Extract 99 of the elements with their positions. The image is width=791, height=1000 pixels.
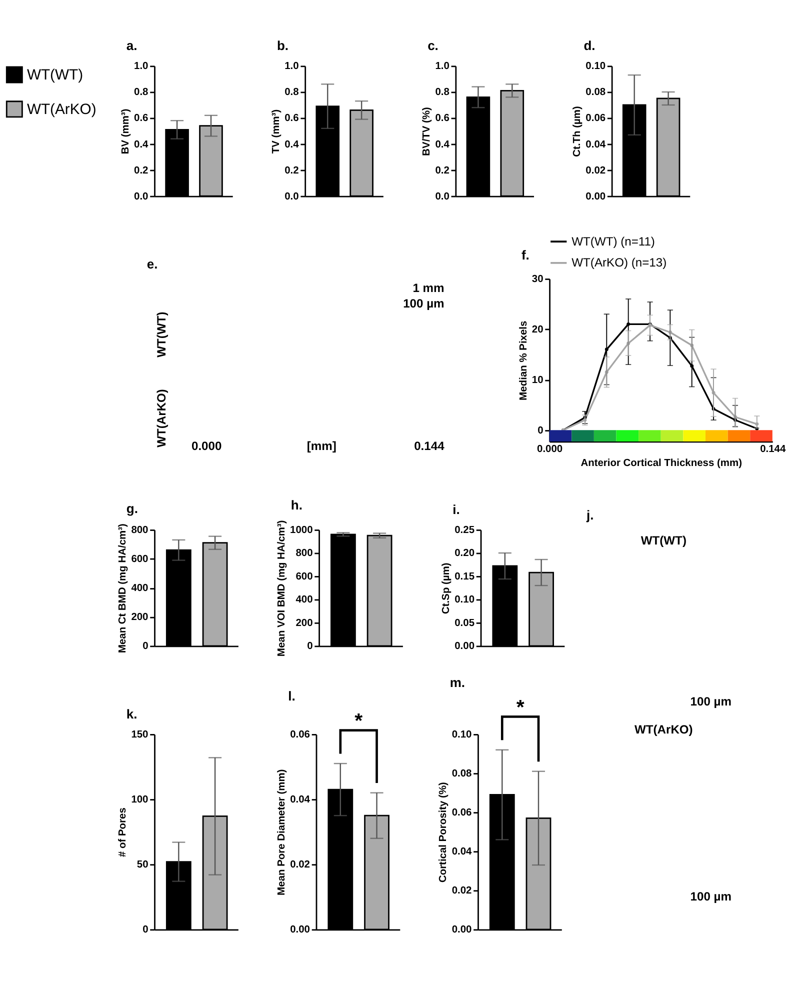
- y-tick-label: 400: [131, 583, 149, 594]
- y-tick-label: 1.0: [284, 61, 300, 72]
- y-tick-label: 600: [131, 554, 149, 566]
- y-tick-label: 0: [142, 924, 149, 936]
- y-tick-label: 200: [131, 612, 149, 624]
- y-tick-label: 0.02: [452, 886, 472, 897]
- y-tick-label: 0.15: [454, 571, 475, 582]
- y-axis-title: Mean VOI BMD (mg HA/cm³): [276, 520, 288, 656]
- y-tick-label: 200: [296, 618, 314, 629]
- y-tick-label: 0.8: [134, 87, 149, 98]
- chart-title: g.: [126, 500, 138, 516]
- y-tick-label: 0.08: [452, 768, 472, 780]
- text: WT(ArKO): [154, 389, 168, 448]
- text: WT(WT): [154, 312, 168, 358]
- y-tick-label: 0.04: [290, 794, 310, 806]
- y-tick-label: 0.02: [586, 165, 606, 176]
- y-tick-label: 0: [307, 641, 314, 652]
- chart-title: f.: [521, 247, 530, 262]
- y-tick-label: 0.6: [134, 113, 149, 124]
- y-tick-label: 0.8: [284, 87, 300, 98]
- legend-label: WT(WT) (n=11): [572, 234, 655, 248]
- y-axis-title: TV (mm³): [271, 109, 282, 154]
- y-tick-label: 0.0: [134, 191, 149, 202]
- y-tick-label: 0.04: [452, 846, 472, 858]
- y-tick-label: 30: [532, 274, 544, 286]
- chart-title: i.: [452, 502, 460, 517]
- chart-title: l.: [288, 688, 296, 704]
- y-tick-label: 1.0: [134, 61, 149, 72]
- y-tick-label: 0.20: [454, 548, 475, 560]
- y-tick-label: 0.4: [134, 139, 149, 150]
- text: [mm]: [306, 438, 336, 453]
- y-tick-label: 800: [131, 525, 149, 536]
- x-axis-title: Anterior Cortical Thickness (mm): [580, 458, 742, 470]
- y-tick-label: 0.06: [452, 808, 472, 819]
- legend-label: WT(ArKO): [26, 102, 96, 118]
- y-tick-label: 0.4: [284, 139, 300, 150]
- y-axis-title: Mean Pore Diameter (mm): [276, 769, 288, 896]
- text: j.: [586, 508, 594, 523]
- y-tick-label: 0.00: [452, 924, 472, 936]
- y-axis-title: Median % Pixels: [518, 320, 530, 400]
- y-tick-label: 50: [136, 860, 149, 871]
- y-tick-label: 0: [538, 425, 544, 436]
- chart-title: a.: [126, 38, 138, 54]
- legend-label: WT(ArKO) (n=13): [572, 256, 667, 270]
- y-tick-label: 0.00: [290, 924, 310, 936]
- y-axis-title: Ct.Sp (µm): [441, 562, 452, 614]
- y-tick-label: 0.05: [454, 618, 475, 629]
- text: 100 µm: [690, 890, 732, 904]
- y-tick-label: 400: [296, 594, 314, 606]
- y-tick-label: 0.10: [586, 61, 606, 72]
- text: 100 µm: [403, 296, 444, 311]
- text: WT(WT): [640, 534, 686, 548]
- y-tick-label: 600: [296, 571, 314, 582]
- y-tick-label: 0.6: [435, 113, 450, 124]
- text: WT(ArKO): [634, 722, 693, 736]
- y-tick-label: 800: [296, 548, 314, 560]
- y-tick-label: 100: [131, 794, 149, 806]
- text: e.: [146, 256, 158, 272]
- text: 1 mm: [412, 280, 444, 295]
- y-axis-title: Cortical Porosity (%): [438, 782, 450, 883]
- y-tick-label: 0.04: [586, 139, 606, 150]
- y-tick-label: 0.10: [454, 594, 475, 606]
- y-tick-label: 0.0: [284, 191, 300, 202]
- y-axis-title: Mean Ct BMD (mg HA/cm³): [118, 524, 129, 654]
- y-tick-label: 0: [142, 641, 149, 652]
- chart-title: d.: [584, 38, 596, 54]
- y-tick-label: 0.0: [435, 191, 450, 202]
- chart-title: k.: [126, 706, 138, 722]
- y-tick-label: 0.06: [586, 113, 606, 124]
- chart-title: m.: [450, 674, 466, 690]
- y-tick-label: 1000: [290, 525, 314, 536]
- text: *: [516, 696, 524, 719]
- y-tick-label: 0.00: [586, 191, 606, 202]
- y-tick-label: 0.4: [435, 139, 450, 150]
- y-tick-label: 20: [532, 324, 544, 336]
- y-tick-label: 0.8: [435, 87, 450, 98]
- y-tick-label: 0.2: [134, 165, 149, 176]
- y-tick-label: 0.2: [435, 165, 450, 176]
- y-axis-title: Ct.Th (µm): [572, 106, 584, 157]
- y-tick-label: 0.2: [284, 165, 300, 176]
- chart-title: h.: [290, 497, 302, 512]
- y-tick-label: 0.02: [290, 860, 310, 871]
- y-tick-label: 0.06: [290, 730, 310, 740]
- y-tick-label: 0.6: [284, 113, 300, 124]
- chart-title: b.: [276, 38, 289, 54]
- y-tick-label: 1.0: [435, 61, 450, 72]
- legend-label: WT(WT): [26, 67, 84, 84]
- y-axis-title: # of Pores: [118, 807, 129, 858]
- y-tick-label: 150: [131, 730, 149, 740]
- y-tick-label: 0.00: [454, 641, 475, 652]
- y-axis-title: BV (mm³): [120, 108, 132, 154]
- y-tick-label: 0.25: [454, 525, 475, 536]
- chart-title: c.: [428, 38, 438, 54]
- y-tick-label: 0.08: [586, 87, 606, 98]
- y-tick-label: 10: [532, 374, 544, 386]
- text: *: [354, 710, 363, 733]
- y-tick-label: 0.10: [452, 730, 472, 740]
- text: 100 µm: [690, 694, 732, 708]
- y-axis-title: BV/TV (%): [422, 107, 433, 156]
